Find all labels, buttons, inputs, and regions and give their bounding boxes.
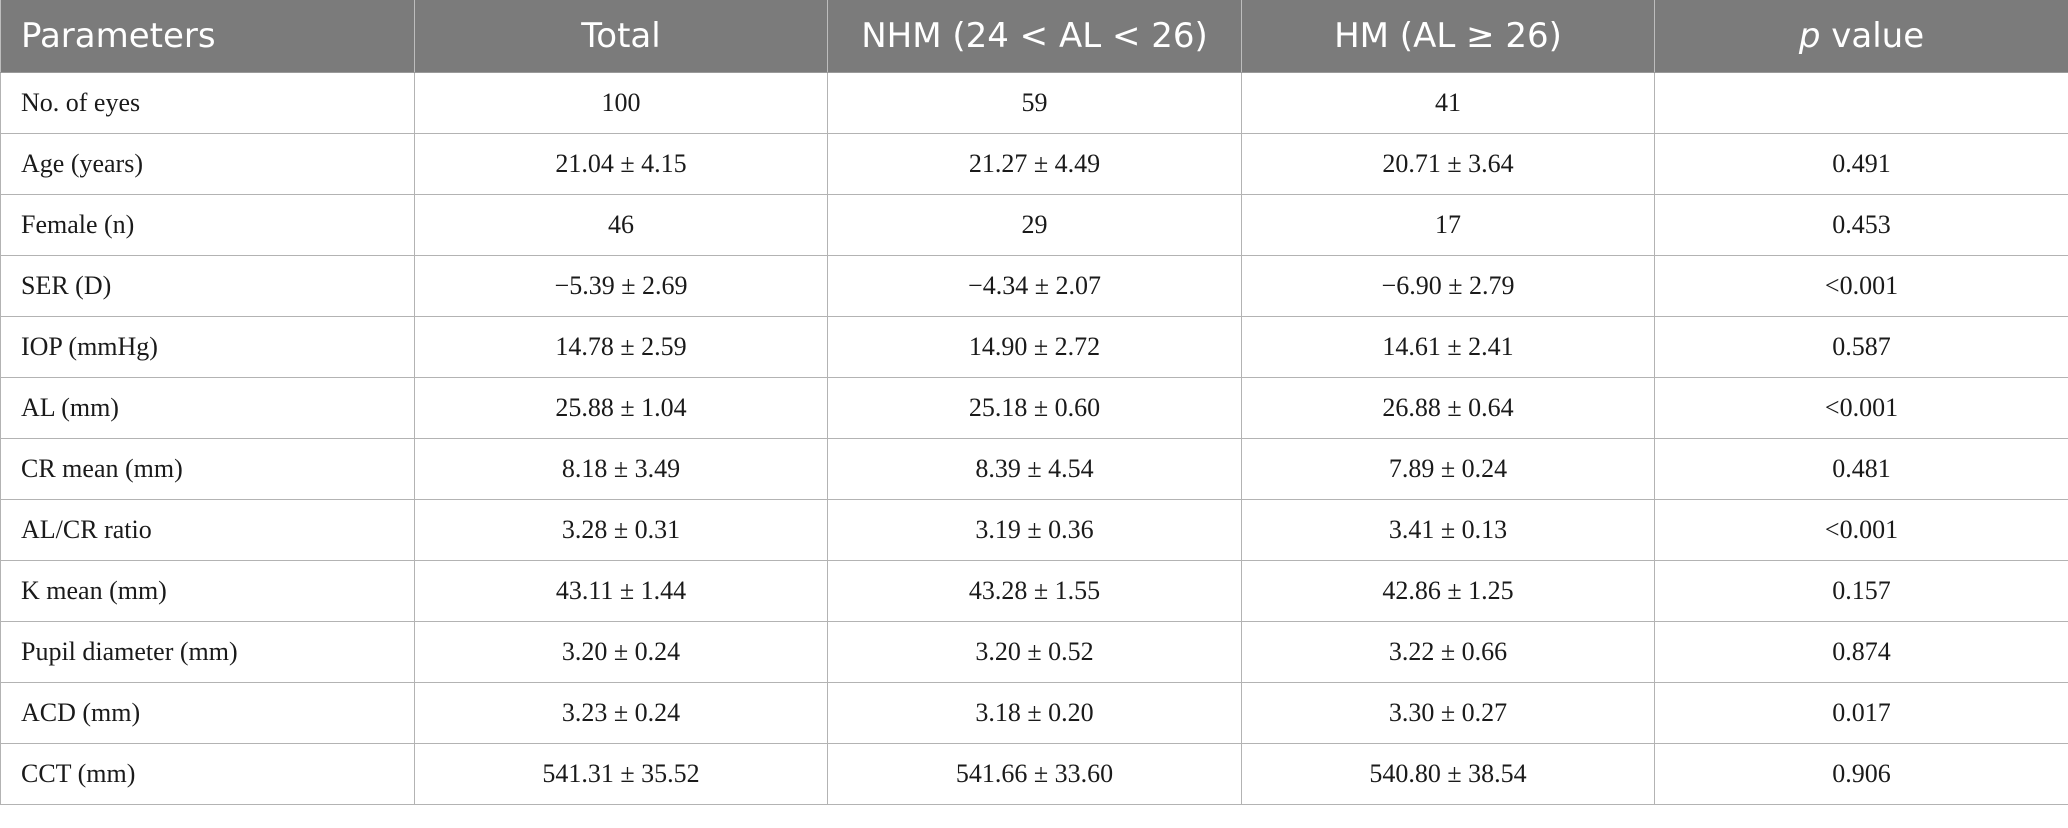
table-row: SER (D) −5.39 ± 2.69 −4.34 ± 2.07 −6.90 ± 2… xyxy=(0,255,2068,317)
parameter-cell: Female (n) xyxy=(0,194,415,256)
hm-cell: 540.80 ± 38.54 xyxy=(1241,743,1655,805)
hm-cell: −6.90 ± 2.79 xyxy=(1241,255,1655,317)
hm-cell: 41 xyxy=(1241,72,1655,134)
p-value-cell xyxy=(1654,72,2068,134)
header-nhm: NHM (24 < AL < 26) xyxy=(827,0,1242,73)
table-row: K mean (mm) 43.11 ± 1.44 43.28 ± 1.55 42.86… xyxy=(0,560,2068,622)
p-value-cell: <0.001 xyxy=(1654,499,2068,561)
table-row: No. of eyes 100 59 41 xyxy=(0,72,2068,134)
header-row: Parameters Total NHM (24 < AL < 26) HM (… xyxy=(0,0,2068,73)
table-body: No. of eyes 100 59 41 Age (years) 21.04 ± 4.1… xyxy=(0,72,2068,805)
p-value-cell: 0.587 xyxy=(1654,316,2068,378)
p-value-cell: 0.453 xyxy=(1654,194,2068,256)
parameter-cell: AL/CR ratio xyxy=(0,499,415,561)
p-value-cell: 0.481 xyxy=(1654,438,2068,500)
nhm-cell: 43.28 ± 1.55 xyxy=(827,560,1242,622)
nhm-cell: 3.20 ± 0.52 xyxy=(827,621,1242,683)
total-cell: 3.20 ± 0.24 xyxy=(414,621,828,683)
p-value-cell: <0.001 xyxy=(1654,377,2068,439)
total-cell: 46 xyxy=(414,194,828,256)
total-cell: 25.88 ± 1.04 xyxy=(414,377,828,439)
parameter-cell: Pupil diameter (mm) xyxy=(0,621,415,683)
hm-cell: 3.41 ± 0.13 xyxy=(1241,499,1655,561)
total-cell: 21.04 ± 4.15 xyxy=(414,133,828,195)
hm-cell: 20.71 ± 3.64 xyxy=(1241,133,1655,195)
header-parameters: Parameters xyxy=(0,0,415,73)
hm-cell: 14.61 ± 2.41 xyxy=(1241,316,1655,378)
hm-cell: 17 xyxy=(1241,194,1655,256)
total-cell: 3.23 ± 0.24 xyxy=(414,682,828,744)
p-value-cell: 0.906 xyxy=(1654,743,2068,805)
header-p-italic: p xyxy=(1798,16,1821,56)
nhm-cell: 8.39 ± 4.54 xyxy=(827,438,1242,500)
p-value-cell: 0.017 xyxy=(1654,682,2068,744)
nhm-cell: −4.34 ± 2.07 xyxy=(827,255,1242,317)
hm-cell: 42.86 ± 1.25 xyxy=(1241,560,1655,622)
total-cell: 14.78 ± 2.59 xyxy=(414,316,828,378)
hm-cell: 3.30 ± 0.27 xyxy=(1241,682,1655,744)
header-total: Total xyxy=(414,0,828,73)
table-row: CR mean (mm) 8.18 ± 3.49 8.39 ± 4.54 7.89 ±… xyxy=(0,438,2068,500)
p-value-cell: <0.001 xyxy=(1654,255,2068,317)
parameter-cell: No. of eyes xyxy=(0,72,415,134)
nhm-cell: 541.66 ± 33.60 xyxy=(827,743,1242,805)
total-cell: 100 xyxy=(414,72,828,134)
total-cell: 43.11 ± 1.44 xyxy=(414,560,828,622)
nhm-cell: 59 xyxy=(827,72,1242,134)
nhm-cell: 3.18 ± 0.20 xyxy=(827,682,1242,744)
nhm-cell: 25.18 ± 0.60 xyxy=(827,377,1242,439)
nhm-cell: 14.90 ± 2.72 xyxy=(827,316,1242,378)
p-value-cell: 0.874 xyxy=(1654,621,2068,683)
hm-cell: 7.89 ± 0.24 xyxy=(1241,438,1655,500)
nhm-cell: 29 xyxy=(827,194,1242,256)
parameter-cell: CR mean (mm) xyxy=(0,438,415,500)
table-row: Age (years) 21.04 ± 4.15 21.27 ± 4.49 20.71… xyxy=(0,133,2068,195)
parameter-cell: AL (mm) xyxy=(0,377,415,439)
table-row: Female (n) 46 29 17 0.453 xyxy=(0,194,2068,256)
parameter-cell: IOP (mmHg) xyxy=(0,316,415,378)
p-value-cell: 0.491 xyxy=(1654,133,2068,195)
table-row: AL/CR ratio 3.28 ± 0.31 3.19 ± 0.36 3.41 ± … xyxy=(0,499,2068,561)
header-p-rest: value xyxy=(1820,16,1925,56)
table-header: Parameters Total NHM (24 < AL < 26) HM (… xyxy=(0,0,2068,73)
nhm-cell: 21.27 ± 4.49 xyxy=(827,133,1242,195)
parameter-cell: SER (D) xyxy=(0,255,415,317)
total-cell: 3.28 ± 0.31 xyxy=(414,499,828,561)
table-row: IOP (mmHg) 14.78 ± 2.59 14.90 ± 2.72 14.61 … xyxy=(0,316,2068,378)
table-row: AL (mm) 25.88 ± 1.04 25.18 ± 0.60 26.88 ± 0… xyxy=(0,377,2068,439)
nhm-cell: 3.19 ± 0.36 xyxy=(827,499,1242,561)
parameters-table: Parameters Total NHM (24 < AL < 26) HM (… xyxy=(0,0,2068,805)
total-cell: 8.18 ± 3.49 xyxy=(414,438,828,500)
total-cell: 541.31 ± 35.52 xyxy=(414,743,828,805)
p-value-cell: 0.157 xyxy=(1654,560,2068,622)
hm-cell: 26.88 ± 0.64 xyxy=(1241,377,1655,439)
table-row: Pupil diameter (mm) 3.20 ± 0.24 3.20 ± 0.5… xyxy=(0,621,2068,683)
parameter-cell: ACD (mm) xyxy=(0,682,415,744)
hm-cell: 3.22 ± 0.66 xyxy=(1241,621,1655,683)
table-row: ACD (mm) 3.23 ± 0.24 3.18 ± 0.20 3.30 ± 0.2… xyxy=(0,682,2068,744)
header-hm: HM (AL ≥ 26) xyxy=(1241,0,1655,73)
parameter-cell: CCT (mm) xyxy=(0,743,415,805)
table-row: CCT (mm) 541.31 ± 35.52 541.66 ± 33.60 540.… xyxy=(0,743,2068,805)
header-p-value: p value xyxy=(1654,0,2068,73)
parameter-cell: K mean (mm) xyxy=(0,560,415,622)
total-cell: −5.39 ± 2.69 xyxy=(414,255,828,317)
parameter-cell: Age (years) xyxy=(0,133,415,195)
